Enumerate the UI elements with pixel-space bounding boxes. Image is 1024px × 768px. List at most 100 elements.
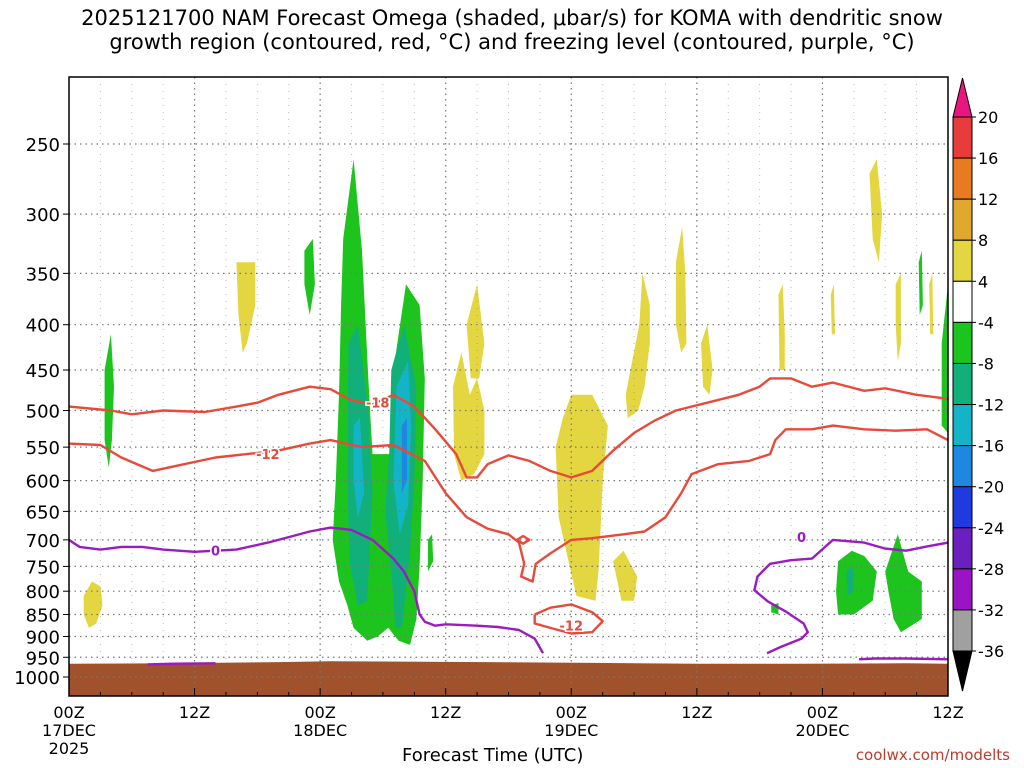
y-tick-label: 300 (26, 205, 60, 226)
grid-layer (69, 77, 948, 696)
x-tick-label: 00Z (807, 703, 838, 722)
omega-region-23 (701, 324, 713, 395)
plot-background (69, 77, 948, 696)
omega-shading (69, 77, 948, 696)
y-tick-label: 1000 (14, 668, 60, 689)
x-tick-label: 12Z (430, 703, 461, 722)
contour-label: -12 (560, 620, 584, 635)
colorbar-box (952, 239, 973, 282)
contour-6 (147, 662, 216, 666)
colorbar-label: 16 (978, 149, 998, 168)
contour-0 (69, 377, 948, 479)
colorbar-label: -8 (978, 354, 994, 373)
credit-link[interactable]: coolwx.com/modelts (855, 746, 1010, 764)
omega-region-21 (625, 273, 650, 419)
colorbar-label: 4 (978, 272, 988, 291)
y-tick-label: 550 (26, 438, 60, 459)
contour-1 (69, 424, 948, 583)
terrain-layer (69, 661, 948, 696)
colorbar-label: -24 (978, 519, 1004, 538)
colorbar-box (952, 157, 973, 200)
y-tick-label: 400 (26, 316, 60, 337)
omega-region-16 (236, 262, 256, 353)
colorbar-label: -28 (978, 560, 1004, 579)
colorbar-top-tip (952, 77, 973, 118)
y-tick-label: 950 (26, 648, 60, 669)
x-tick-label: 12Z (681, 703, 712, 722)
colorbar-box (952, 198, 973, 241)
chart-title: 2025121700 NAM Forecast Omega (shaded, μ… (0, 6, 1024, 54)
y-tick-label: 700 (26, 531, 60, 552)
omega-region-19 (555, 394, 608, 601)
x-tick-date: 20DEC (795, 721, 849, 740)
contour-label: -18 (366, 397, 390, 412)
omega-region-27 (895, 273, 901, 362)
x-tick-label: 00Z (556, 703, 587, 722)
omega-region-8 (918, 250, 923, 315)
colorbar-bottom-tip (952, 650, 973, 692)
omega-region-15 (83, 581, 103, 628)
omega-region-1 (304, 238, 315, 315)
y-tick-label: 500 (26, 402, 60, 423)
contour-label: 0 (797, 531, 806, 546)
y-tick-label: 750 (26, 557, 60, 578)
terrain-fill (69, 661, 948, 696)
y-tick-label: 250 (26, 135, 60, 156)
omega-region-24 (778, 284, 785, 370)
omega-region-3 (427, 534, 434, 572)
contour-7 (859, 657, 948, 661)
x-tick-date: 17DEC (42, 721, 96, 740)
colorbar-label: -36 (978, 642, 1004, 661)
omega-region-17 (453, 352, 485, 481)
chart-title-line2: growth region (contoured, red, °C) and f… (109, 30, 915, 54)
contour-2 (533, 603, 604, 635)
colorbar-box (952, 404, 973, 447)
colorbar-box (952, 321, 973, 364)
colorbar-box (952, 609, 973, 652)
x-axis-title: Forecast Time (UTC) (402, 745, 584, 766)
chart-title-line1: 2025121700 NAM Forecast Omega (shaded, μ… (81, 6, 943, 30)
omega-region-22 (675, 226, 687, 353)
contour-4 (69, 526, 545, 654)
contour-5 (753, 538, 948, 655)
colorbar-label: -16 (978, 437, 1004, 456)
colorbar-label: -12 (978, 396, 1004, 415)
y-tick-label: 350 (26, 264, 60, 285)
colorbar-label: 20 (978, 108, 998, 127)
colorbar-label: -4 (978, 313, 994, 332)
y-tick-label: 850 (26, 606, 60, 627)
colorbar-box (952, 362, 973, 406)
omega-region-11 (846, 566, 854, 596)
omega-region-13 (353, 418, 365, 518)
omega-region-5 (885, 534, 922, 633)
y-tick-label: 450 (26, 361, 60, 382)
x-tick-date: 18DEC (293, 721, 347, 740)
x-tick-label: 12Z (932, 703, 963, 722)
omega-region-20 (613, 550, 638, 601)
colorbar-box (952, 568, 973, 611)
colorbar-box (952, 527, 973, 570)
y-tick-label: 900 (26, 627, 60, 648)
omega-region-7 (941, 284, 948, 433)
y-tick-label: 600 (26, 472, 60, 493)
x-tick-date: 19DEC (544, 721, 598, 740)
x-tick-label: 00Z (53, 703, 84, 722)
x-tick-label: 12Z (179, 703, 210, 722)
omega-region-0 (104, 334, 114, 468)
colorbar-box (952, 116, 973, 159)
colorbar-box (952, 445, 973, 488)
omega-region-26 (869, 159, 883, 263)
omega-region-25 (830, 284, 835, 335)
contour-layer: -18 -12 -12 0 0 (69, 377, 948, 666)
colorbar-label: -20 (978, 478, 1004, 497)
omega-region-28 (929, 273, 934, 335)
contour-label: 0 (211, 545, 220, 560)
omega-region-18 (466, 284, 485, 379)
x-tick-year: 2025 (49, 739, 90, 758)
contour-3 (516, 534, 531, 545)
y-tick-label: 650 (26, 502, 60, 523)
omega-region-14 (401, 418, 407, 494)
colorbar-box (952, 486, 973, 529)
colorbar-label: 8 (978, 231, 988, 250)
